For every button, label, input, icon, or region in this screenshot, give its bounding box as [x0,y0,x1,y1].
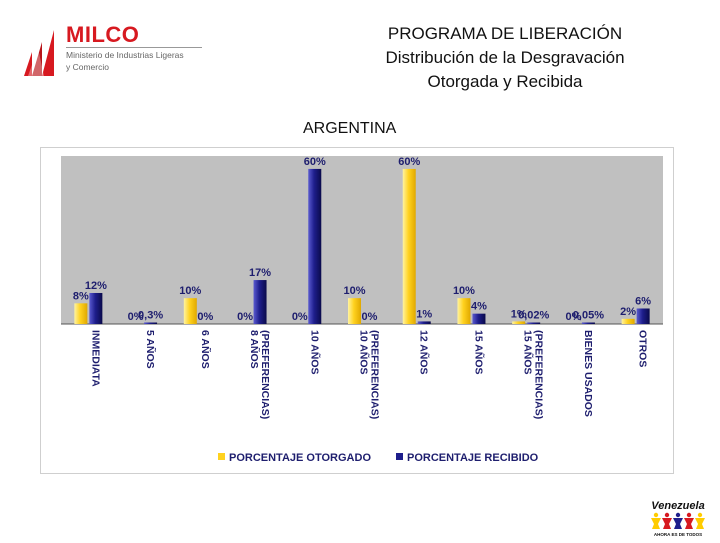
data-label-otorgado-8: 1% [511,308,527,320]
data-label-recibido-1: 0,3% [138,310,163,322]
data-label-recibido-7: 4% [471,301,487,313]
category-label-5-line-1: (PREFERENCIAS) [369,330,381,419]
bar-recibido-10 [636,308,650,324]
bar-recibido-3 [253,280,267,324]
category-label-5-line-0: 10 AÑOS [358,330,371,375]
figure-body-icon-0 [651,518,661,529]
figure-body-icon-1 [662,518,672,529]
category-label-9: BIENES USADOS [582,330,594,417]
bar-recibido-9 [581,322,595,324]
category-label-6: 12 AÑOS [418,330,431,375]
bar-recibido-7 [472,313,486,324]
bar-otorgado-2 [183,298,197,324]
figure-head-icon-2 [675,512,681,518]
logo-name: MILCO [66,22,140,47]
bar-recibido-1 [144,322,158,324]
data-label-otorgado-2: 10% [179,285,201,297]
chart-container: 8% 0% 10% 0% 0% 10% 60% 10% 1% 0% 2% 12% 0,3% 0% 17% 60… [40,147,674,474]
data-label-otorgado-7: 10% [453,285,475,297]
data-label-recibido-8: 0,02% [518,310,549,322]
figure-head-icon-3 [686,512,692,518]
category-label-8-line-0: 15 AÑOS [522,330,535,375]
venezuela-badge: Venezuela AHORA ES DE TODOS [645,498,711,538]
bar-otorgado-6 [402,168,416,324]
category-label-0: INMEDIATA [89,330,101,387]
category-label-2: 6 AÑOS [199,330,212,369]
data-label-otorgado-0: 8% [73,290,89,302]
category-label-7: 15 AÑOS [472,330,485,375]
badge-tagline: AHORA ES DE TODOS [654,532,702,537]
logo-subtitle-2: y Comercio [66,62,109,72]
data-label-otorgado-5: 10% [343,285,365,297]
country-label: ARGENTINA [303,120,397,137]
bar-recibido-8 [527,322,541,324]
category-label-1: 5 AÑOS [144,330,157,369]
title-line-3: Otorgada y Recibida [427,72,583,91]
category-label-3-line-0: 8 AÑOS [248,330,261,369]
logo-rule [66,47,202,48]
data-label-recibido-0: 12% [85,280,107,292]
badge-word: Venezuela [651,500,704,512]
bar-otorgado-10 [621,318,635,324]
category-label-10: OTROS [637,330,649,367]
data-label-otorgado-3: 0% [237,311,253,323]
data-label-recibido-10: 6% [635,295,651,307]
plot-area [61,156,663,324]
venezuela-badge-graphic: Venezuela AHORA ES DE TODOS [651,500,705,537]
data-label-recibido-2: 0% [197,311,213,323]
data-label-otorgado-6: 60% [398,156,420,168]
bar-otorgado-7 [457,298,471,324]
legend-swatch-otorgado [218,453,225,460]
data-label-otorgado-9: 0% [565,311,581,323]
title-line-1: PROGRAMA DE LIBERACIÓN [387,24,623,43]
bar-otorgado-0 [74,303,88,324]
page-title: PROGRAMA DE LIBERACIÓN Distribución de l… [330,22,680,94]
data-label-otorgado-1: 0% [128,311,144,323]
legend-swatch-recibido [396,453,403,460]
legend-label-otorgado: PORCENTAJE OTORGADO [229,452,371,464]
figure-body-icon-3 [684,518,694,529]
figure-body-icon-4 [695,518,705,529]
bar-otorgado-5 [348,298,361,324]
bar-otorgado-8 [512,321,526,324]
data-label-otorgado-4: 0% [292,311,308,323]
bar-recibido-6 [417,321,431,324]
category-label-8-line-1: (PREFERENCIAS) [533,330,545,419]
bar-recibido-4 [308,168,322,324]
bar-chart: 8%0%10%0% 0%10%60%10%1% 0% 2%12%0,3% 0%17%60… [61,156,663,464]
category-label-4: 10 AÑOS [308,330,321,375]
data-label-recibido-5: 0% [362,311,378,323]
bar-recibido-0 [89,292,103,324]
logo-subtitle-1: Ministerio de Industrias Ligeras [66,50,184,60]
data-label-recibido-3: 17% [249,267,271,279]
milco-emblem-icon [24,30,54,76]
category-label-3-line-1: (PREFERENCIAS) [259,330,271,419]
title-line-2: Distribución de la Desgravación [385,48,625,67]
figure-head-icon-1 [664,512,670,518]
legend-label-recibido: PORCENTAJE RECIBIDO [407,452,539,464]
figure-body-icon-2 [673,518,683,529]
figure-head-icon-4 [697,512,703,518]
milco-logo: MILCO Ministerio de Industrias Ligeras y… [22,22,202,82]
data-label-recibido-6: 1% [416,308,432,320]
data-label-recibido-9: 0,05% [573,310,604,322]
data-label-recibido-4: 60% [304,156,326,168]
data-label-otorgado-10: 2% [620,306,636,318]
figure-head-icon-0 [653,512,659,518]
